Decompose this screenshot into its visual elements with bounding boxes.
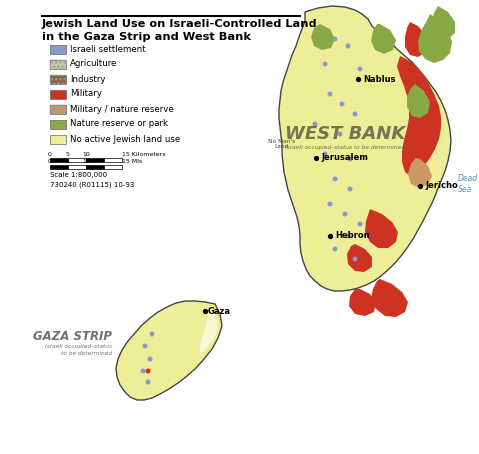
Bar xyxy=(50,158,68,162)
Text: in the Gaza Strip and West Bank: in the Gaza Strip and West Bank xyxy=(42,32,251,42)
Bar xyxy=(50,59,66,69)
Circle shape xyxy=(345,233,351,238)
Text: Nablus: Nablus xyxy=(363,74,396,84)
Circle shape xyxy=(148,356,152,361)
Circle shape xyxy=(312,122,318,127)
Bar xyxy=(68,165,86,169)
Bar xyxy=(50,59,66,69)
Bar xyxy=(104,165,122,169)
Bar xyxy=(50,74,66,84)
Text: Military / nature reserve: Military / nature reserve xyxy=(70,104,174,114)
Polygon shape xyxy=(311,24,335,50)
Text: Israeli settlement: Israeli settlement xyxy=(70,44,146,54)
Circle shape xyxy=(338,132,342,137)
Text: No active Jewish land use: No active Jewish land use xyxy=(70,134,180,143)
Text: Nature reserve or park: Nature reserve or park xyxy=(70,119,168,128)
Circle shape xyxy=(328,92,332,97)
Polygon shape xyxy=(365,209,398,248)
Text: Military: Military xyxy=(70,89,102,99)
Circle shape xyxy=(332,177,338,182)
Text: 0: 0 xyxy=(48,159,52,164)
Bar xyxy=(50,104,66,114)
Text: Agriculture: Agriculture xyxy=(70,59,117,69)
Polygon shape xyxy=(405,22,428,57)
Circle shape xyxy=(146,369,150,374)
Polygon shape xyxy=(200,306,218,356)
Text: Israeli occupied–status
to be determined: Israeli occupied–status to be determined xyxy=(45,345,112,355)
Circle shape xyxy=(149,331,155,336)
Polygon shape xyxy=(371,279,408,317)
Circle shape xyxy=(347,157,353,162)
Circle shape xyxy=(328,202,332,207)
Bar xyxy=(86,158,104,162)
Circle shape xyxy=(322,152,328,157)
Text: 10: 10 xyxy=(82,152,90,157)
Circle shape xyxy=(340,102,344,107)
Polygon shape xyxy=(347,244,372,272)
Text: 5: 5 xyxy=(66,159,70,164)
Circle shape xyxy=(342,212,347,217)
Text: 15 Kilometers: 15 Kilometers xyxy=(122,152,166,157)
Circle shape xyxy=(357,222,363,227)
Text: Scale 1:800,000: Scale 1:800,000 xyxy=(50,172,107,178)
Circle shape xyxy=(353,257,357,262)
Text: 5: 5 xyxy=(66,152,70,157)
Polygon shape xyxy=(418,14,452,63)
Bar xyxy=(104,158,122,162)
Polygon shape xyxy=(279,6,451,291)
Polygon shape xyxy=(407,84,430,118)
Circle shape xyxy=(140,369,146,374)
Circle shape xyxy=(345,44,351,49)
Bar xyxy=(50,89,66,99)
Bar xyxy=(50,74,66,84)
Text: Jewish Land Use on Israeli-Controlled Land: Jewish Land Use on Israeli-Controlled La… xyxy=(42,19,318,29)
Circle shape xyxy=(142,344,148,349)
Circle shape xyxy=(353,112,357,117)
Text: 730240 (R01115) 10-93: 730240 (R01115) 10-93 xyxy=(50,181,135,188)
Bar xyxy=(50,165,68,169)
Bar xyxy=(68,158,86,162)
Text: Hebron: Hebron xyxy=(335,232,370,241)
Text: Dead
Sea: Dead Sea xyxy=(458,174,478,194)
Circle shape xyxy=(357,66,363,71)
Circle shape xyxy=(332,247,338,252)
Polygon shape xyxy=(408,158,432,188)
Circle shape xyxy=(332,36,338,41)
Text: Israeli occupied–status to be determined: Israeli occupied–status to be determined xyxy=(285,145,405,150)
Polygon shape xyxy=(349,289,376,316)
Text: No Man's
Land: No Man's Land xyxy=(268,138,296,149)
Circle shape xyxy=(146,380,150,385)
Text: Jericho: Jericho xyxy=(425,182,458,191)
Text: 10: 10 xyxy=(82,159,90,164)
Text: GAZA STRIP: GAZA STRIP xyxy=(33,330,112,342)
Text: 15 Mls: 15 Mls xyxy=(122,159,142,164)
Bar xyxy=(50,134,66,143)
Bar xyxy=(50,104,66,114)
Bar xyxy=(86,165,104,169)
Polygon shape xyxy=(397,56,441,176)
Text: Jerusalem: Jerusalem xyxy=(321,153,368,163)
Circle shape xyxy=(347,187,353,192)
Text: Industry: Industry xyxy=(70,74,105,84)
Circle shape xyxy=(322,61,328,66)
Polygon shape xyxy=(371,24,396,54)
Bar xyxy=(50,119,66,128)
Text: 0: 0 xyxy=(48,152,52,157)
Polygon shape xyxy=(432,6,455,39)
Text: Gaza: Gaza xyxy=(208,306,231,316)
Bar xyxy=(50,44,66,54)
Polygon shape xyxy=(116,301,222,400)
Text: WEST BANK: WEST BANK xyxy=(285,125,405,143)
